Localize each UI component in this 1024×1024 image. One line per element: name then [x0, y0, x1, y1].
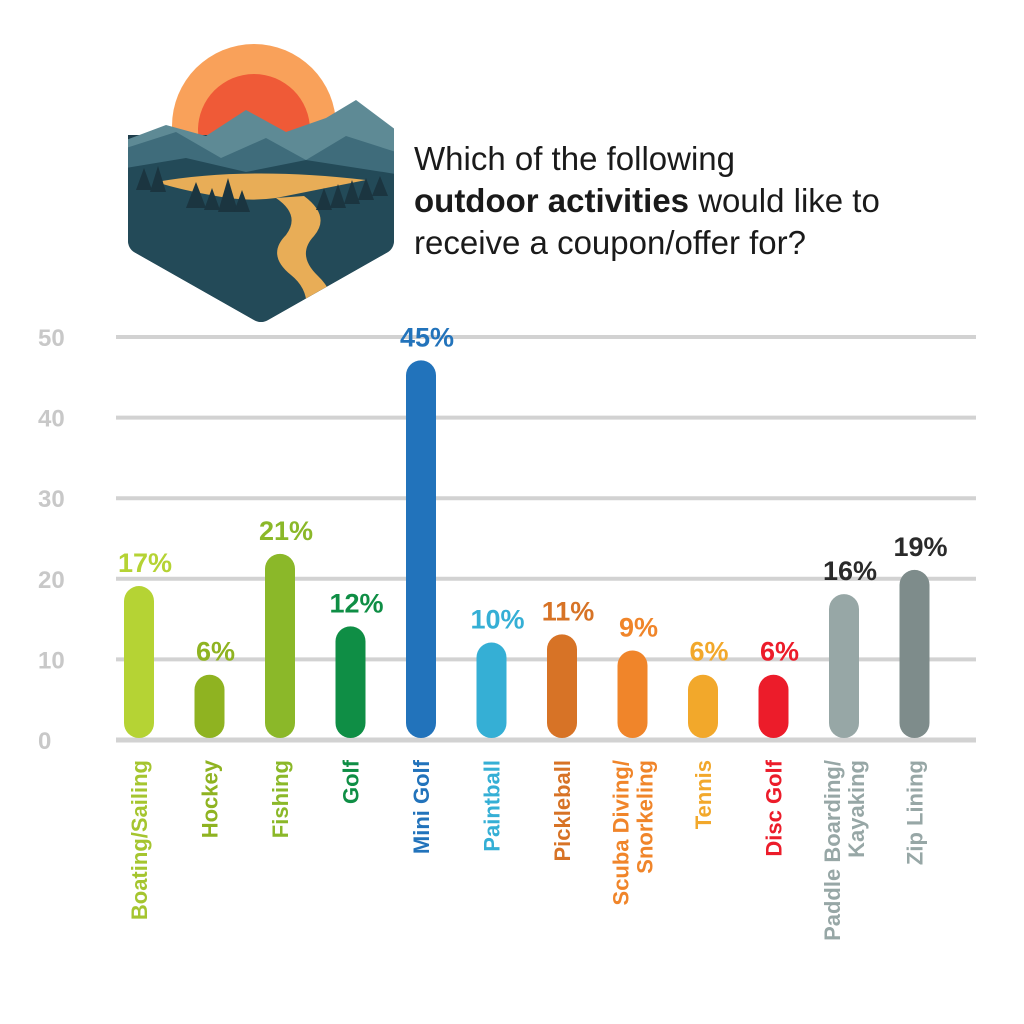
data-label-8: 9%	[619, 613, 658, 643]
bar-6	[476, 642, 507, 738]
category-text-9-1: Tennis	[691, 760, 716, 829]
bar-8	[617, 650, 648, 738]
bar-2	[194, 674, 225, 738]
survey-question: Which of the following outdoor activitie…	[414, 138, 994, 264]
category-text-11-2: Kayaking	[844, 760, 869, 858]
data-label-12: 19%	[893, 532, 947, 562]
data-label-4: 12%	[329, 588, 383, 618]
category-text-8-1: Scuba Diving/	[609, 760, 634, 905]
category-text-4-1: Golf	[339, 759, 364, 804]
data-label-1: 17%	[118, 548, 172, 578]
category-text-2-1: Hockey	[198, 759, 223, 838]
y-tick-label-0: 0	[38, 728, 51, 755]
category-labels: Boating/Sailing Hockey Fishing Golf Mini Gol…	[127, 759, 928, 941]
category-label-4: Golf	[339, 759, 364, 804]
bar-11	[829, 594, 859, 738]
gridlines	[116, 335, 976, 743]
category-label-12: Zip Lining	[903, 760, 928, 865]
category-label-7: Pickleball	[550, 760, 575, 862]
category-text-1-1: Boating/Sailing	[127, 760, 152, 920]
bar-4	[335, 626, 366, 738]
y-tick-label-10: 10	[38, 647, 65, 674]
trees-icon	[136, 166, 388, 212]
bar-1	[124, 586, 154, 738]
bar-9	[688, 674, 718, 738]
data-label-9: 6%	[689, 637, 728, 667]
lake-icon	[156, 173, 366, 200]
question-emphasis: outdoor activities	[414, 182, 690, 219]
category-text-8-2: Snorkeling	[633, 760, 658, 874]
category-label-10: Disc Golf	[762, 759, 787, 856]
y-tick-label-30: 30	[38, 486, 65, 513]
category-text-10-1: Disc Golf	[762, 759, 787, 856]
category-text-3-1: Fishing	[268, 760, 293, 838]
bar-12	[899, 569, 930, 738]
category-label-1: Boating/Sailing	[127, 760, 152, 920]
question-line-3: receive a coupon/offer for?	[414, 224, 806, 261]
category-label-6: Paintball	[480, 760, 505, 852]
data-label-10: 6%	[760, 637, 799, 667]
category-label-9: Tennis	[691, 760, 716, 829]
question-line-2-rest: would like to	[689, 182, 880, 219]
y-tick-label-40: 40	[38, 406, 65, 433]
question-line-1: Which of the following	[414, 140, 735, 177]
category-label-2: Hockey	[198, 759, 223, 838]
data-label-6: 10%	[470, 604, 524, 634]
y-tick-label-20: 20	[38, 567, 65, 594]
bar-7	[547, 634, 577, 738]
category-text-6-1: Paintball	[480, 760, 505, 852]
category-label-5: Mini Golf	[409, 759, 434, 854]
bar-5	[406, 360, 436, 738]
bar-10	[758, 674, 789, 738]
mountain-sunset-logo	[128, 44, 394, 322]
category-text-12-1: Zip Lining	[903, 760, 928, 865]
category-text-7-1: Pickleball	[550, 760, 575, 862]
question-line-2: outdoor activities would like to	[414, 180, 994, 222]
bar-3	[265, 553, 295, 738]
y-axis-ticks: 0 10 20 30 40 50	[38, 325, 65, 755]
data-label-5: 45%	[400, 322, 454, 352]
data-label-3: 21%	[259, 516, 313, 546]
category-text-5-1: Mini Golf	[409, 759, 434, 854]
category-label-11: Paddle Boarding/Kayaking	[820, 760, 869, 941]
data-label-11: 16%	[823, 556, 877, 586]
y-tick-label-50: 50	[38, 325, 65, 352]
bars	[124, 360, 930, 738]
data-label-2: 6%	[196, 637, 235, 667]
data-labels: 17% 6% 21% 12% 45% 10% 11% 9% 6% 6% 16% 19%	[118, 322, 948, 666]
data-label-7: 11%	[542, 596, 595, 626]
category-label-8: Scuba Diving/Snorkeling	[609, 760, 658, 905]
category-text-11-1: Paddle Boarding/	[820, 760, 845, 941]
category-label-3: Fishing	[268, 760, 293, 838]
